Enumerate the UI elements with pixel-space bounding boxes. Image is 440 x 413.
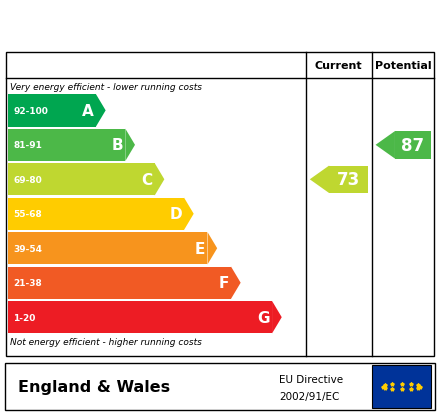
Text: C: C [141,172,152,188]
Text: England & Wales: England & Wales [18,379,170,394]
Text: Not energy efficient - higher running costs: Not energy efficient - higher running co… [10,337,202,346]
Polygon shape [96,95,106,127]
Bar [5,363,435,410]
Polygon shape [376,132,395,159]
Polygon shape [184,198,194,230]
Text: Very energy efficient - lower running costs: Very energy efficient - lower running co… [10,83,202,92]
Text: 87: 87 [401,136,424,154]
Bar [8,198,184,230]
Bar [8,129,125,161]
Bar [8,164,155,196]
Text: E: E [195,241,205,256]
Text: 92-100: 92-100 [13,107,48,116]
Text: 69-80: 69-80 [13,176,42,184]
Text: 1-20: 1-20 [13,313,36,322]
Bar [395,132,430,159]
Text: F: F [218,275,229,290]
Text: 21-38: 21-38 [13,278,42,287]
Bar [8,233,208,265]
Polygon shape [125,129,135,161]
Bar [372,366,431,408]
Text: Energy Efficiency Rating: Energy Efficiency Rating [11,15,290,34]
Text: 39-54: 39-54 [13,244,42,253]
Text: EU Directive: EU Directive [279,374,344,384]
Bar [8,301,272,334]
Text: 2002/91/EC: 2002/91/EC [279,391,340,401]
Polygon shape [155,164,165,196]
Polygon shape [208,233,217,265]
Bar [329,166,368,194]
Bar [8,95,96,127]
Polygon shape [231,267,241,299]
Bar [8,267,231,299]
Text: 81-91: 81-91 [13,141,42,150]
Text: 73: 73 [337,171,360,189]
Text: D: D [169,207,182,222]
Text: G: G [257,310,270,325]
Text: 55-68: 55-68 [13,210,42,219]
Text: A: A [82,104,94,119]
Text: Potential: Potential [375,61,431,71]
Text: Current: Current [315,61,363,71]
Text: B: B [111,138,123,153]
Polygon shape [310,166,329,194]
Polygon shape [272,301,282,334]
